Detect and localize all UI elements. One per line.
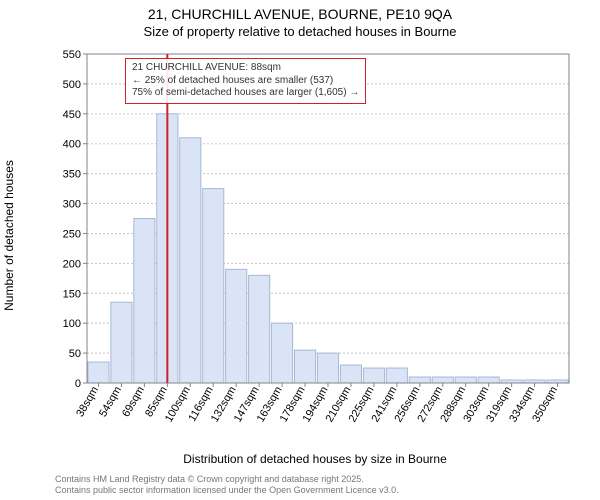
- bar: [272, 323, 293, 383]
- annotation-line3: 75% of semi-detached houses are larger (…: [132, 87, 359, 100]
- bar: [294, 350, 315, 383]
- bar: [409, 377, 430, 383]
- y-tick-label: 50: [69, 348, 81, 360]
- chart-title-line1: 21, CHURCHILL AVENUE, BOURNE, PE10 9QA: [0, 6, 600, 24]
- footer-attribution: Contains HM Land Registry data © Crown c…: [55, 474, 399, 496]
- chart-title-line2: Size of property relative to detached ho…: [0, 24, 600, 40]
- y-tick-label: 450: [63, 109, 81, 121]
- bar: [317, 353, 338, 383]
- x-axis-label: Distribution of detached houses by size …: [55, 452, 575, 466]
- y-tick-label: 250: [63, 228, 81, 240]
- bar: [386, 368, 407, 383]
- bar: [478, 377, 499, 383]
- bar: [203, 189, 224, 383]
- y-tick-label: 300: [63, 199, 81, 211]
- y-tick-label: 500: [63, 79, 81, 91]
- bar: [111, 302, 132, 383]
- annotation-line1: 21 CHURCHILL AVENUE: 88sqm: [132, 62, 359, 75]
- y-tick-label: 550: [63, 49, 81, 61]
- y-tick-label: 150: [63, 288, 81, 300]
- bar: [134, 219, 155, 384]
- bar: [226, 269, 247, 383]
- annotation-box: 21 CHURCHILL AVENUE: 88sqm ← 25% of deta…: [125, 58, 366, 104]
- y-tick-label: 100: [63, 318, 81, 330]
- bar: [180, 138, 201, 383]
- annotation-line2: ← 25% of detached houses are smaller (53…: [132, 75, 359, 88]
- bar: [249, 275, 270, 383]
- footer-line1: Contains HM Land Registry data © Crown c…: [55, 474, 399, 485]
- bar: [88, 362, 109, 383]
- y-tick-label: 200: [63, 258, 81, 270]
- bar: [432, 377, 453, 383]
- chart-title-block: 21, CHURCHILL AVENUE, BOURNE, PE10 9QA S…: [0, 0, 600, 40]
- y-axis-label: Number of detached houses: [2, 48, 20, 423]
- bar: [340, 365, 361, 383]
- y-tick-label: 350: [63, 169, 81, 181]
- y-tick-label: 0: [75, 378, 81, 390]
- bar-chart: 05010015020025030035040045050055038sqm54…: [55, 48, 575, 423]
- footer-line2: Contains public sector information licen…: [55, 485, 399, 496]
- bar: [363, 368, 384, 383]
- y-tick-label: 400: [63, 139, 81, 151]
- bar: [455, 377, 476, 383]
- chart-area: 05010015020025030035040045050055038sqm54…: [55, 48, 575, 423]
